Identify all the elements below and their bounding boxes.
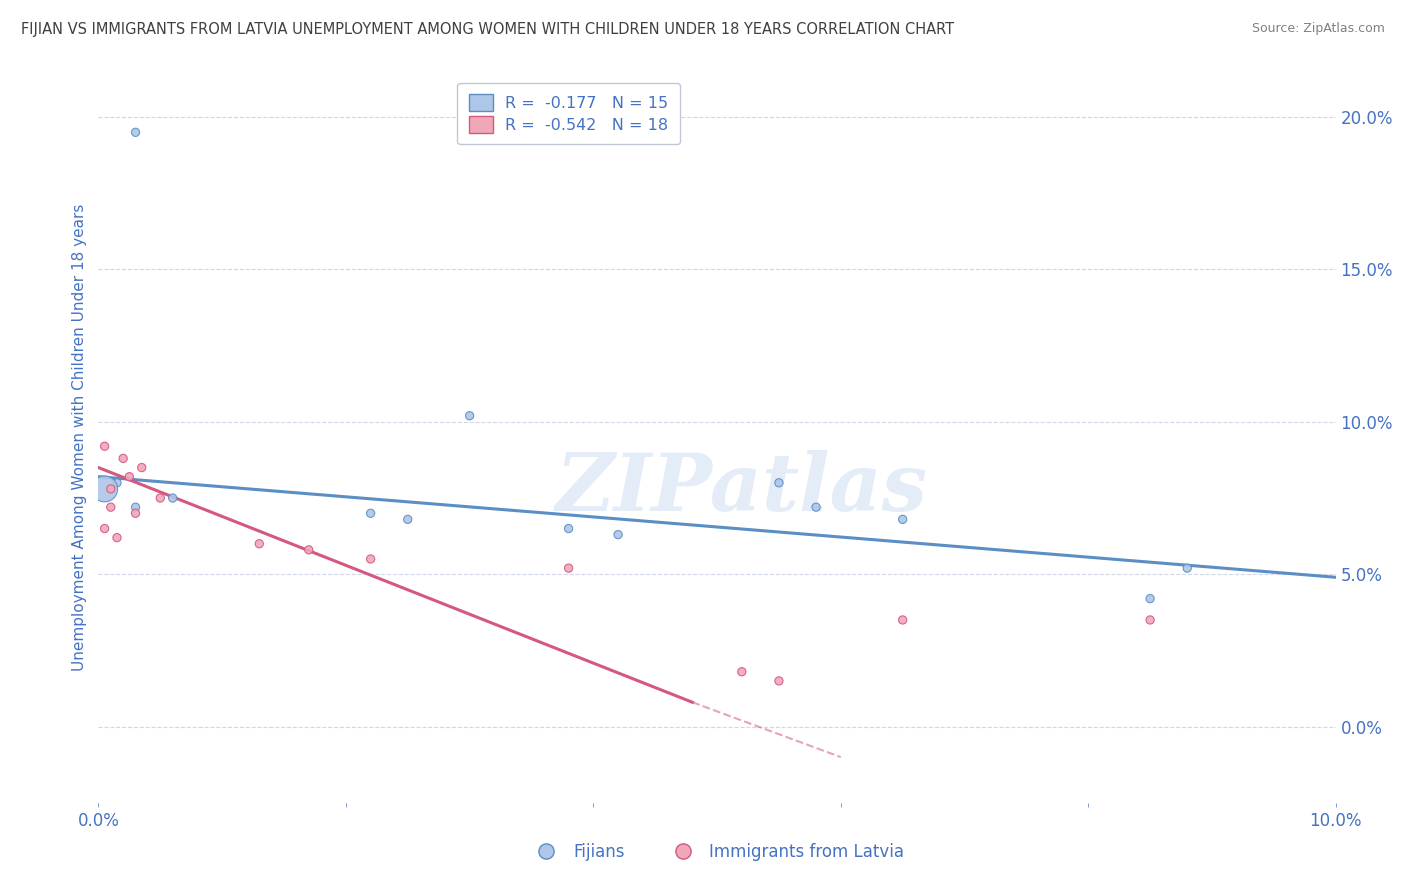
Point: [93, 482, 115, 496]
Point: [731, 665, 754, 679]
Point: [124, 506, 146, 520]
Point: [891, 613, 914, 627]
Legend: Fijians, Immigrants from Latvia: Fijians, Immigrants from Latvia: [523, 837, 911, 868]
Point: [768, 673, 790, 688]
Text: ZIPatlas: ZIPatlas: [555, 450, 928, 527]
Point: [100, 482, 122, 496]
Point: [105, 531, 128, 545]
Point: [1175, 561, 1198, 575]
Point: [149, 491, 172, 505]
Point: [768, 475, 790, 490]
Point: [124, 125, 146, 139]
Y-axis label: Unemployment Among Women with Children Under 18 years: Unemployment Among Women with Children U…: [72, 203, 87, 671]
Point: [891, 512, 914, 526]
Point: [124, 500, 146, 515]
Point: [93, 439, 115, 453]
Text: Source: ZipAtlas.com: Source: ZipAtlas.com: [1251, 22, 1385, 36]
Point: [557, 521, 579, 535]
Point: [360, 506, 382, 520]
Point: [112, 451, 135, 466]
Point: [1139, 591, 1161, 606]
Point: [131, 460, 153, 475]
Point: [247, 537, 270, 551]
Point: [162, 491, 184, 505]
Point: [557, 561, 579, 575]
Point: [360, 552, 382, 566]
Point: [118, 469, 141, 483]
Point: [93, 521, 115, 535]
Point: [804, 500, 827, 515]
Point: [105, 475, 128, 490]
Text: FIJIAN VS IMMIGRANTS FROM LATVIA UNEMPLOYMENT AMONG WOMEN WITH CHILDREN UNDER 18: FIJIAN VS IMMIGRANTS FROM LATVIA UNEMPLO…: [21, 22, 955, 37]
Point: [100, 500, 122, 515]
Point: [458, 409, 481, 423]
Point: [607, 527, 630, 541]
Point: [396, 512, 419, 526]
Point: [1139, 613, 1161, 627]
Point: [298, 542, 321, 557]
